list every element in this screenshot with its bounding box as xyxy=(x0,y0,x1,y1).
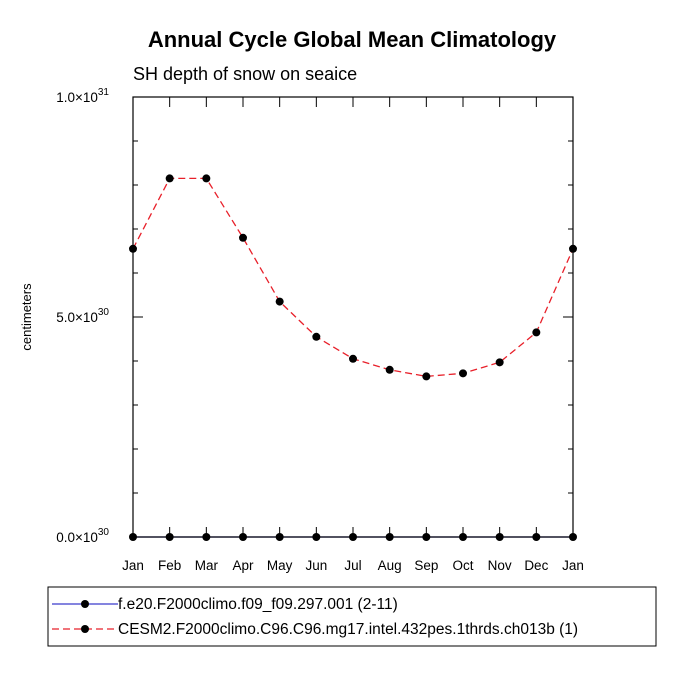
data-point-series-2 xyxy=(239,233,247,242)
x-tick-label: May xyxy=(267,558,293,573)
data-point-series-2 xyxy=(459,369,467,378)
data-point-series-2 xyxy=(385,365,394,374)
x-tick-label: Mar xyxy=(195,558,219,573)
x-tick-label: Nov xyxy=(488,558,512,573)
series-layer xyxy=(129,174,577,541)
x-tick-labels: Jan Feb Mar Apr May Jun Jul Aug Sep Oct Nov Dec Jan xyxy=(122,558,584,573)
y-tick-label: 0.0×1030 xyxy=(56,527,109,545)
data-point-series-2 xyxy=(495,358,504,367)
legend-label-1: f.e20.F2000climo.f09_f09.297.001 (2-11) xyxy=(118,596,398,613)
data-point-series-2 xyxy=(165,174,174,183)
axis-ticks xyxy=(132,96,574,538)
x-tick-label: Feb xyxy=(158,558,181,573)
chart-subtitle: SH depth of snow on seaice xyxy=(133,64,357,84)
data-point-series-2 xyxy=(532,328,541,337)
y-axis-label: centimeters xyxy=(19,283,34,351)
data-point-series-2 xyxy=(275,297,284,306)
x-tick-label: Aug xyxy=(378,558,402,573)
legend-label-2: CESM2.F2000climo.C96.C96.mg17.intel.432p… xyxy=(118,621,578,638)
legend: f.e20.F2000climo.f09_f09.297.001 (2-11) C… xyxy=(47,586,657,647)
legend-marker-1 xyxy=(81,600,89,608)
x-tick-label: Jul xyxy=(344,558,361,573)
chart-title: Annual Cycle Global Mean Climatology xyxy=(148,27,557,52)
x-tick-label: Sep xyxy=(414,558,438,573)
data-point-series-2 xyxy=(202,174,211,183)
legend-box xyxy=(47,586,657,647)
y-tick-labels: 0.0×1030 5.0×1030 1.0×1031 xyxy=(56,87,109,545)
x-tick-label: Oct xyxy=(452,558,473,573)
x-tick-label: Apr xyxy=(232,558,254,573)
data-point-series-2 xyxy=(422,372,431,381)
legend-marker-2 xyxy=(81,625,89,633)
x-tick-label: Jan xyxy=(562,558,584,573)
x-tick-label: Jan xyxy=(122,558,144,573)
plot-frame xyxy=(132,96,574,538)
y-tick-label: 5.0×1030 xyxy=(56,307,109,325)
y-tick-label: 1.0×1031 xyxy=(56,87,109,105)
data-point-series-2 xyxy=(349,354,357,363)
data-point-series-2 xyxy=(312,332,321,341)
x-tick-label: Dec xyxy=(524,558,548,573)
x-tick-label: Jun xyxy=(305,558,327,573)
series-line-2 xyxy=(132,177,574,378)
